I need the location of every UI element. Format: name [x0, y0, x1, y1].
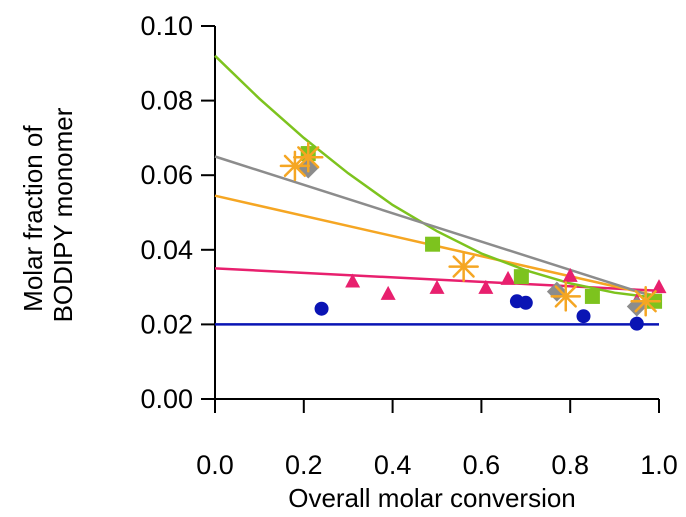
circle-marker — [518, 295, 533, 310]
y-axis-title: Molar fraction of BODIPY monomer — [18, 107, 78, 322]
asterisk-stroke — [297, 146, 320, 169]
x-tick-label: 1.0 — [640, 450, 678, 480]
asterisk-marker — [448, 251, 479, 282]
asterisk-marker — [292, 142, 324, 173]
fit-line-series-4 — [214, 54, 660, 300]
x-axis: 0.0 0.2 0.4 0.6 0.8 1.0 — [196, 398, 678, 480]
triangle-marker — [345, 273, 361, 288]
y-tick-label: 0.00 — [140, 384, 193, 414]
circle-marker — [314, 301, 329, 316]
triangle-marker — [429, 279, 445, 294]
x-tick-label: 0.2 — [285, 450, 323, 480]
asterisk-stroke — [283, 154, 307, 178]
y-tick-label: 0.02 — [140, 309, 193, 339]
x-tick-label: 0.4 — [374, 450, 412, 480]
y-tick-label: 0.08 — [140, 86, 193, 116]
asterisk-marker — [279, 150, 311, 182]
asterisk-stroke — [634, 290, 657, 313]
y-tick-label: 0.06 — [140, 160, 193, 190]
x-axis-title: Overall molar conversion — [288, 483, 576, 513]
fit-line-series-5 — [214, 155, 660, 300]
circle-marker — [629, 316, 644, 331]
y-axis-title-line-1: Molar fraction of — [18, 125, 48, 312]
y-axis: 0.00 0.02 0.04 0.06 0.08 0.10 — [140, 11, 216, 414]
circle-marker — [576, 309, 591, 324]
asterisk-stroke — [452, 255, 475, 278]
triangle-marker — [651, 279, 667, 294]
y-tick-label: 0.04 — [140, 235, 193, 265]
square-marker — [584, 288, 600, 304]
square-marker — [513, 269, 529, 285]
triangle-marker — [500, 270, 516, 285]
x-tick-label: 0.0 — [196, 450, 234, 480]
asterisk-marker — [630, 286, 661, 317]
x-tick-label: 0.6 — [463, 450, 501, 480]
triangle-marker — [478, 279, 494, 294]
y-tick-label: 0.10 — [140, 11, 193, 41]
triangle-marker — [380, 285, 396, 300]
data-markers — [279, 142, 667, 331]
y-axis-title-line-2: BODIPY monomer — [48, 107, 78, 322]
x-tick-label: 0.8 — [551, 450, 589, 480]
square-marker — [425, 236, 441, 252]
asterisk-stroke — [554, 285, 577, 308]
asterisk-marker — [550, 281, 582, 312]
triangle-marker — [562, 267, 578, 282]
